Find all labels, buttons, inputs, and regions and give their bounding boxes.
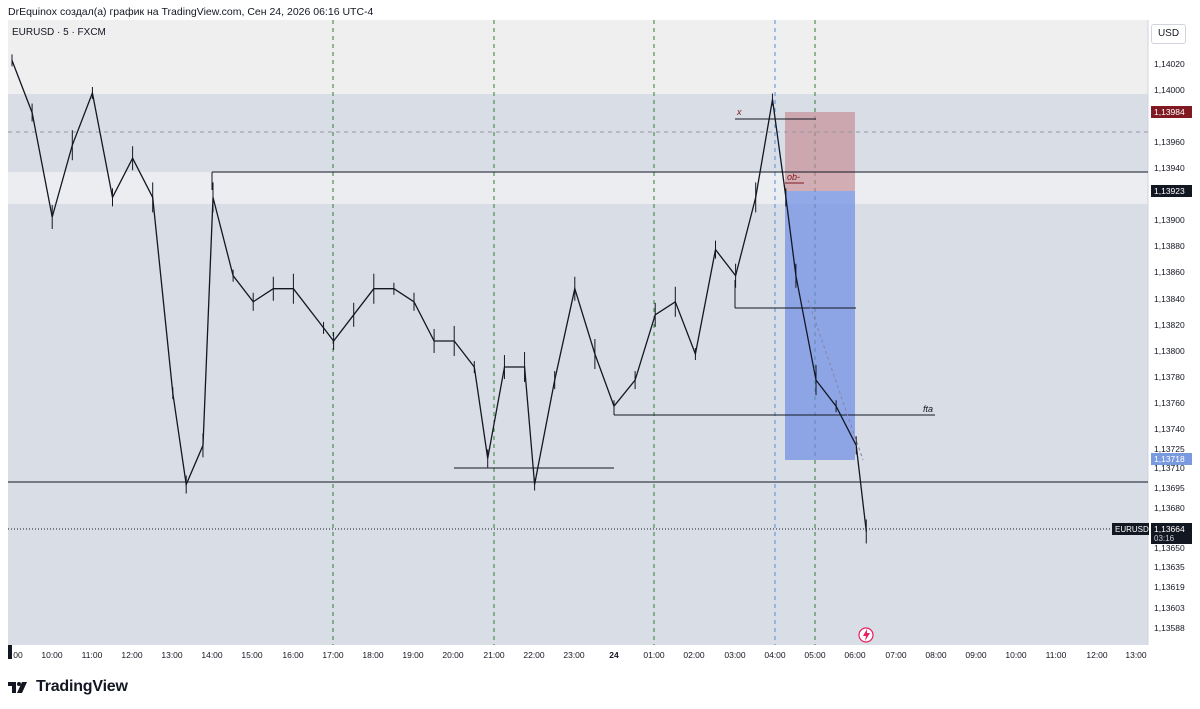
time-tick: 00: [13, 650, 23, 660]
time-tick: 13:00: [1125, 650, 1147, 660]
time-tick: 12:00: [1086, 650, 1108, 660]
candle-countdown: 03:16: [1154, 534, 1175, 543]
stop-price-tag: [1151, 106, 1192, 118]
time-tick: 03:00: [724, 650, 746, 660]
time-axis-labels: 00 10:00 11:00 12:00 13:00 14:00 15:00 1…: [13, 650, 1147, 660]
time-tick: 22:00: [523, 650, 545, 660]
brand-name: TradingView: [36, 678, 128, 695]
last-symbol-label: EURUSD: [1115, 525, 1149, 534]
price-tick: 1,13900: [1154, 215, 1185, 225]
time-tick: 11:00: [82, 650, 103, 660]
symbol-title[interactable]: EURUSD · 5 · FXCM: [12, 27, 106, 38]
time-tick: 12:00: [121, 650, 143, 660]
time-tick: 21:00: [483, 650, 505, 660]
time-tick: 13:00: [161, 650, 183, 660]
entry-price-tag-label: 1,13923: [1154, 186, 1185, 196]
time-tick: 15:00: [241, 650, 263, 660]
premium-zone: [8, 94, 1148, 172]
candle-wicks: [11, 54, 867, 544]
stop-loss-zone[interactable]: [785, 112, 855, 191]
price-tick: 1,13710: [1154, 463, 1185, 473]
price-tick: 1,14000: [1154, 85, 1185, 95]
time-tick: 10:00: [1005, 650, 1027, 660]
time-tick: 01:00: [643, 650, 665, 660]
projection-line: [807, 299, 864, 461]
fvg-gap-band: [8, 172, 1148, 204]
last-price-tag: [1151, 523, 1192, 544]
price-tick: 1,14020: [1154, 59, 1185, 69]
time-tick: 10:00: [41, 650, 63, 660]
time-tick: 16:00: [282, 650, 304, 660]
discount-zone: [8, 204, 1148, 645]
price-tick: 1,13603: [1154, 603, 1185, 613]
time-tick: 19:00: [402, 650, 424, 660]
price-tick: 1,13725: [1154, 444, 1185, 454]
stop-price-tag-label: 1,13984: [1154, 107, 1185, 117]
last-symbol-tag: [1112, 523, 1149, 535]
price-tick: 1,13840: [1154, 294, 1185, 304]
take-profit-zone[interactable]: [785, 191, 855, 460]
top-range-band: [8, 20, 1148, 94]
time-axis[interactable]: [8, 645, 1192, 665]
last-price-label: 1,13664: [1154, 524, 1185, 534]
price-tick: 1,13860: [1154, 267, 1185, 277]
time-tick: 14:00: [201, 650, 223, 660]
lightning-icon[interactable]: [858, 627, 874, 643]
time-tick: 05:00: [804, 650, 826, 660]
annotation-fta[interactable]: fta: [923, 404, 933, 414]
tradingview-logo-icon: [8, 682, 27, 693]
time-tick: 02:00: [683, 650, 705, 660]
target-price-tag: [1151, 453, 1192, 465]
price-tick: 1,13588: [1154, 623, 1185, 633]
price-tick: 1,13800: [1154, 346, 1185, 356]
price-tick: 1,13740: [1154, 424, 1185, 434]
time-tick: 17:00: [322, 650, 344, 660]
time-tick: 04:00: [764, 650, 786, 660]
time-tick: 11:00: [1046, 650, 1067, 660]
time-tick: 18:00: [362, 650, 384, 660]
price-tick: 1,13635: [1154, 562, 1185, 572]
price-tick: 1,13780: [1154, 372, 1185, 382]
price-tick: 1,13820: [1154, 320, 1185, 330]
price-axis-labels: 1,14020 1,14000 1,13960 1,13940 1,13900 …: [1154, 59, 1185, 633]
time-tick-day: 24: [609, 650, 619, 660]
time-axis-marker: [8, 645, 12, 659]
currency-button[interactable]: USD: [1151, 24, 1186, 44]
annotation-x[interactable]: x: [736, 107, 742, 117]
entry-price-tag: [1151, 185, 1192, 197]
price-tick: 1,13940: [1154, 163, 1185, 173]
chart-pane[interactable]: x ob- fta 1,14020 1,14000 1,13960 1,1394…: [8, 20, 1192, 665]
target-price-tag-label: 1,13718: [1154, 454, 1185, 464]
price-tick: 1,13619: [1154, 582, 1185, 592]
price-tick: 1,13880: [1154, 241, 1185, 251]
price-tick: 1,13650: [1154, 543, 1185, 553]
time-tick: 06:00: [844, 650, 866, 660]
candlestick-chart[interactable]: x ob- fta 1,14020 1,14000 1,13960 1,1394…: [8, 20, 1192, 665]
price-tick: 1,13680: [1154, 503, 1185, 513]
time-tick: 20:00: [442, 650, 464, 660]
price-tick: 1,13760: [1154, 398, 1185, 408]
price-tick: 1,13695: [1154, 483, 1185, 493]
footer-brand: TradingView: [8, 678, 128, 696]
price-tick: 1,13960: [1154, 137, 1185, 147]
chart-attribution: DrEquinox создал(а) график на TradingVie…: [8, 6, 374, 18]
time-tick: 07:00: [885, 650, 907, 660]
time-tick: 23:00: [563, 650, 585, 660]
annotation-ob[interactable]: ob-: [787, 172, 800, 182]
time-tick: 08:00: [925, 650, 947, 660]
time-tick: 09:00: [965, 650, 987, 660]
